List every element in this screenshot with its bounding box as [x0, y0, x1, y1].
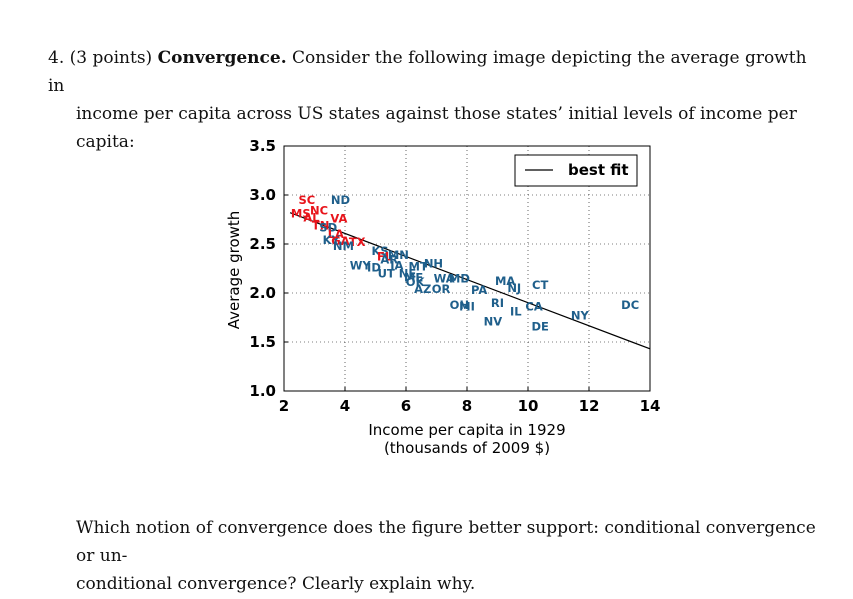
legend-label: best fit	[568, 161, 629, 179]
state-point-or: OR	[432, 282, 451, 296]
state-point-va: VA	[330, 212, 347, 226]
y-tick-label: 3.5	[249, 137, 276, 155]
state-point-me: ME	[404, 270, 423, 284]
state-point-pa: PA	[471, 283, 487, 297]
y-axis-label: Average growth	[225, 211, 243, 330]
state-point-ok: OK	[406, 275, 426, 289]
state-point-dc: DC	[621, 298, 639, 312]
x-axis-label: Income per capita in 1929	[368, 421, 565, 439]
question-title: Convergence.	[157, 48, 287, 68]
state-point-nv: NV	[484, 314, 503, 328]
state-point-ut: UT	[378, 266, 395, 280]
state-point-ms: MS	[291, 207, 311, 221]
state-point-de: DE	[531, 319, 549, 333]
x-tick-label: 6	[401, 397, 411, 415]
state-point-ny: NY	[571, 309, 590, 323]
x-tick-label: 4	[340, 397, 350, 415]
followup-line1: Which notion of convergence does the fig…	[76, 518, 816, 566]
state-point-nd: ND	[331, 193, 350, 207]
followup-line2: conditional convergence? Clearly explain…	[76, 574, 476, 594]
state-point-mt: MT	[409, 260, 428, 274]
state-point-ma: MA	[495, 274, 515, 288]
x-tick-label: 12	[579, 397, 600, 415]
state-point-oh: OH	[450, 298, 469, 312]
state-point-ks: KS	[371, 244, 388, 258]
state-point-tn: TN	[312, 218, 329, 232]
question-points: (3 points)	[69, 48, 153, 68]
state-point-id: ID	[367, 261, 381, 275]
question-line1: Consider the following image depicting t…	[48, 48, 807, 96]
y-tick-label: 3.0	[249, 186, 276, 204]
state-point-ct: CT	[532, 278, 548, 292]
question-number: 4.	[48, 48, 65, 68]
state-point-al: AL	[303, 211, 320, 225]
state-point-ne: NE	[399, 266, 417, 280]
y-tick-label: 2.5	[249, 235, 276, 253]
state-point-fl: FL	[377, 250, 393, 264]
state-point-ia: IA	[390, 259, 403, 273]
state-point-ga: GA	[331, 234, 349, 248]
state-point-ri: RI	[491, 296, 504, 310]
y-tick-label: 1.0	[249, 382, 276, 400]
state-point-ky: KY	[323, 233, 341, 247]
state-point-il: IL	[510, 305, 522, 319]
x-tick-label: 10	[518, 397, 539, 415]
state-point-wy: WY	[350, 259, 372, 273]
question-line2: income per capita across US states again…	[76, 104, 797, 152]
state-point-az: AZ	[414, 282, 431, 296]
state-point-nh: NH	[424, 257, 443, 271]
y-tick-label: 2.0	[249, 284, 276, 302]
state-point-md: MD	[449, 271, 470, 285]
y-tick-label: 1.5	[249, 333, 276, 351]
state-point-sd: SD	[319, 220, 337, 234]
state-point-wa: WA	[434, 271, 455, 285]
state-point-nj: NJ	[507, 281, 521, 295]
state-point-tx: TX	[349, 235, 366, 249]
x-tick-label: 2	[279, 397, 289, 415]
state-point-ca: CA	[525, 300, 542, 314]
followup-question: Which notion of convergence does the fig…	[76, 514, 828, 598]
question-text: 4. (3 points) Convergence. Consider the …	[48, 44, 828, 156]
best-fit-line	[289, 212, 651, 350]
x-axis-label-units: (thousands of 2009 $)	[384, 439, 550, 457]
state-point-nm: NM	[333, 239, 354, 253]
state-point-mi: MI	[459, 300, 475, 314]
state-point-sc: SC	[299, 193, 316, 207]
state-point-nc: NC	[310, 204, 328, 218]
axis-ticks: 2 4 6 8 10 12 14 1.0 1.5 2.0 2.5 3.0 3.5	[249, 137, 660, 415]
x-tick-label: 14	[640, 397, 661, 415]
state-point-la: LA	[328, 227, 344, 241]
legend: best fit	[514, 154, 638, 187]
state-point-ar: AR	[380, 253, 398, 267]
x-tick-label: 8	[462, 397, 472, 415]
state-point-mn: MN	[388, 248, 409, 262]
